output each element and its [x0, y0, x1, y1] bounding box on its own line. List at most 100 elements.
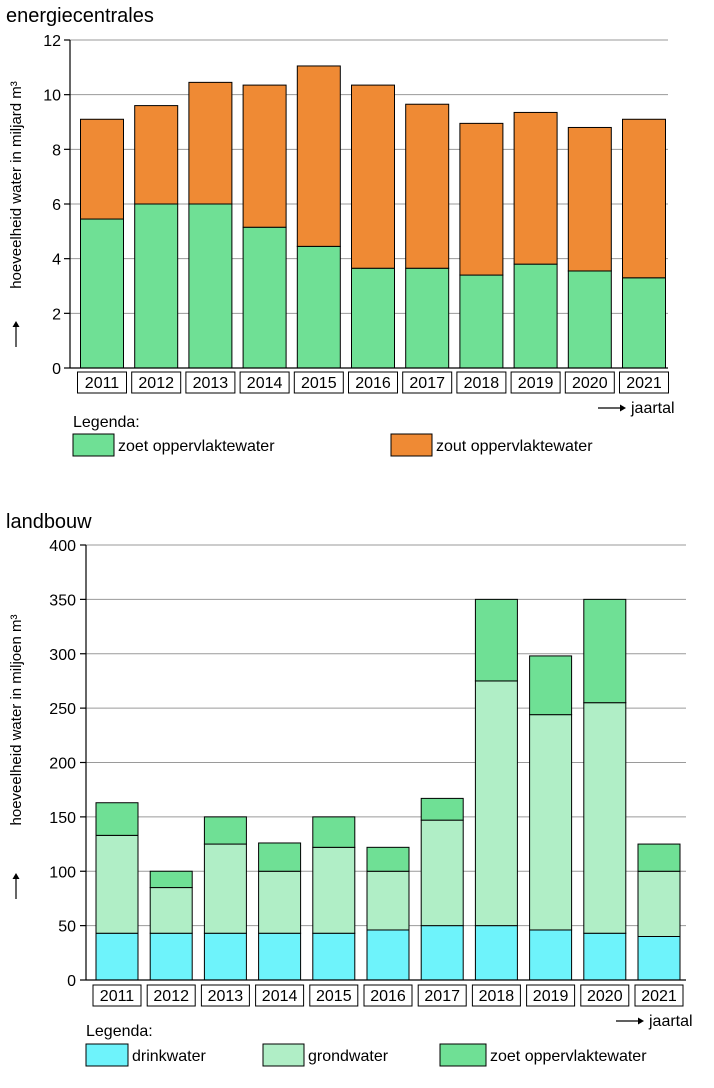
energy-y-tick-label: 8	[52, 142, 61, 159]
land-bar-2019-series-2	[529, 655, 573, 716]
land-year-box	[309, 984, 359, 1007]
energy-bar-2020-series-1	[567, 126, 612, 272]
land-bar-2021-series-1	[637, 870, 681, 937]
land-x-arrow-head	[638, 1017, 644, 1025]
energy-bar-2014-series-1	[242, 84, 287, 228]
land-bar-2017-series-0	[420, 925, 464, 981]
energy-y-axis-label: hoeveelheid water in miljard m³	[8, 81, 25, 289]
land-legend-swatch-2	[439, 1043, 487, 1067]
energy-x-tick-label: 2017	[409, 375, 445, 392]
land-x-tick-label: 2021	[641, 988, 677, 1005]
land-legend-label-0: drinkwater	[132, 1048, 206, 1065]
land-legend-label-1: grondwater	[308, 1048, 389, 1065]
land-bar-2013-series-0	[203, 932, 247, 981]
energy-y-tick-label: 2	[52, 306, 61, 323]
energy-legend-label-1: zout oppervlaktewater	[436, 438, 593, 455]
land-legend-swatch-1	[262, 1043, 305, 1067]
energy-x-tick-label: 2021	[626, 375, 662, 392]
energy-bar-2013-series-1	[188, 81, 233, 205]
energy-bar-2019-series-1	[513, 111, 558, 265]
land-legend-label-2: zoet oppervlaktewater	[490, 1048, 647, 1065]
energy-bar-2015-series-0	[296, 245, 341, 369]
land-chart-title: landbouw	[6, 511, 92, 533]
energy-bar-2015-series-1	[296, 65, 341, 247]
land-bar-2016-series-0	[366, 929, 410, 981]
energy-bar-2011-series-1	[80, 118, 124, 220]
energy-x-axis-label: jaartal	[630, 400, 675, 417]
land-x-tick-label: 2017	[424, 988, 460, 1005]
land-x-tick-label: 2011	[100, 988, 135, 1005]
energy-y-tick-label: 4	[52, 252, 61, 269]
land-bar-2013-series-1	[203, 843, 247, 934]
energy-year-box	[456, 371, 507, 394]
energy-bar-2013-series-0	[188, 203, 233, 369]
land-bar-2017-series-1	[420, 819, 464, 927]
land-y-tick-label: 250	[49, 701, 76, 718]
energy-year-box	[185, 371, 236, 394]
energy-legend-swatch-0	[72, 433, 115, 457]
energy-y-arrow-head	[12, 321, 20, 327]
energy-year-box	[348, 371, 398, 394]
energy-y-tick-label: 0	[52, 361, 61, 378]
land-y-tick-label: 200	[49, 756, 76, 773]
energy-x-tick-label: 2012	[138, 375, 174, 392]
energy-bar-2016-series-0	[351, 267, 395, 369]
land-year-box	[363, 984, 413, 1007]
energy-y-tick-label: 12	[43, 33, 61, 50]
energy-x-tick-label: 2015	[301, 375, 337, 392]
land-year-box	[471, 984, 521, 1007]
energy-year-box	[402, 371, 453, 394]
energy-year-box	[510, 371, 561, 394]
land-year-box	[580, 984, 630, 1007]
energy-year-box	[564, 371, 615, 394]
land-y-arrow-head	[12, 873, 20, 879]
land-bar-2021-series-2	[637, 843, 681, 872]
land-x-axis-label: jaartal	[648, 1013, 693, 1030]
land-bar-2014-series-2	[258, 842, 302, 872]
land-bar-2016-series-2	[366, 846, 410, 872]
land-y-tick-label: 400	[49, 538, 76, 555]
energy-bar-2020-series-0	[567, 270, 612, 369]
land-year-box	[417, 984, 467, 1007]
energy-year-box	[619, 371, 669, 394]
land-bar-2018-series-1	[474, 680, 518, 927]
land-bar-2013-series-2	[203, 816, 247, 845]
land-x-tick-label: 2012	[153, 988, 189, 1005]
land-y-tick-label: 100	[49, 864, 76, 881]
energy-x-tick-label: 2019	[518, 375, 554, 392]
energy-x-tick-label: 2011	[85, 375, 120, 392]
energy-year-box	[239, 371, 290, 394]
land-bar-2015-series-2	[312, 816, 356, 848]
land-y-tick-label: 50	[58, 919, 76, 936]
energy-year-box	[131, 371, 182, 394]
energy-bar-2014-series-0	[242, 226, 287, 369]
energy-y-tick-label: 10	[43, 88, 61, 105]
land-bar-2015-series-0	[312, 932, 356, 981]
land-x-tick-label: 2015	[316, 988, 352, 1005]
energy-bar-2018-series-1	[459, 122, 504, 276]
land-y-tick-label: 150	[49, 810, 76, 827]
land-year-box	[200, 984, 250, 1007]
energy-year-box	[77, 371, 127, 394]
energy-year-box	[293, 371, 344, 394]
energy-bar-2017-series-1	[405, 103, 450, 269]
energy-bar-2012-series-1	[134, 105, 179, 205]
land-x-tick-label: 2014	[262, 988, 298, 1005]
land-bar-2017-series-2	[420, 797, 464, 821]
land-bar-2014-series-0	[258, 932, 302, 981]
land-x-tick-label: 2013	[208, 988, 244, 1005]
energy-legend-title: Legenda:	[73, 414, 140, 431]
energy-chart-title: energiecentrales	[6, 5, 154, 27]
land-year-box	[634, 984, 684, 1007]
land-bar-2014-series-1	[258, 870, 302, 934]
land-bar-2015-series-1	[312, 846, 356, 934]
energy-bar-2012-series-0	[134, 203, 179, 369]
energy-bar-2021-series-0	[622, 277, 666, 369]
land-x-tick-label: 2020	[587, 988, 623, 1005]
land-bar-2019-series-1	[529, 714, 573, 931]
land-year-box	[255, 984, 305, 1007]
land-x-tick-label: 2019	[533, 988, 569, 1005]
energy-x-tick-label: 2016	[355, 375, 391, 392]
land-x-tick-label: 2018	[479, 988, 515, 1005]
